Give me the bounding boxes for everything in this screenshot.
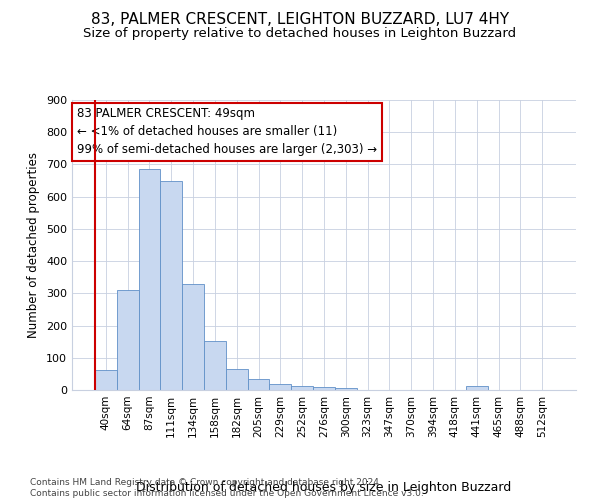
Bar [313, 387, 335, 390]
Bar [291, 386, 313, 390]
Bar [466, 386, 488, 390]
Text: Contains HM Land Registry data © Crown copyright and database right 2024.
Contai: Contains HM Land Registry data © Crown c… [30, 478, 424, 498]
Bar [226, 369, 248, 390]
Text: Size of property relative to detached houses in Leighton Buzzard: Size of property relative to detached ho… [83, 28, 517, 40]
Bar [204, 340, 226, 390]
Bar [117, 290, 139, 390]
Bar [248, 380, 269, 390]
Text: 83, PALMER CRESCENT, LEIGHTON BUZZARD, LU7 4HY: 83, PALMER CRESCENT, LEIGHTON BUZZARD, L… [91, 12, 509, 28]
Text: 83 PALMER CRESCENT: 49sqm
← <1% of detached houses are smaller (11)
99% of semi-: 83 PALMER CRESCENT: 49sqm ← <1% of detac… [77, 108, 377, 156]
X-axis label: Distribution of detached houses by size in Leighton Buzzard: Distribution of detached houses by size … [136, 482, 512, 494]
Bar [95, 370, 117, 390]
Bar [160, 180, 182, 390]
Y-axis label: Number of detached properties: Number of detached properties [28, 152, 40, 338]
Bar [335, 388, 357, 390]
Bar [139, 170, 160, 390]
Bar [269, 384, 291, 390]
Bar [182, 284, 204, 390]
